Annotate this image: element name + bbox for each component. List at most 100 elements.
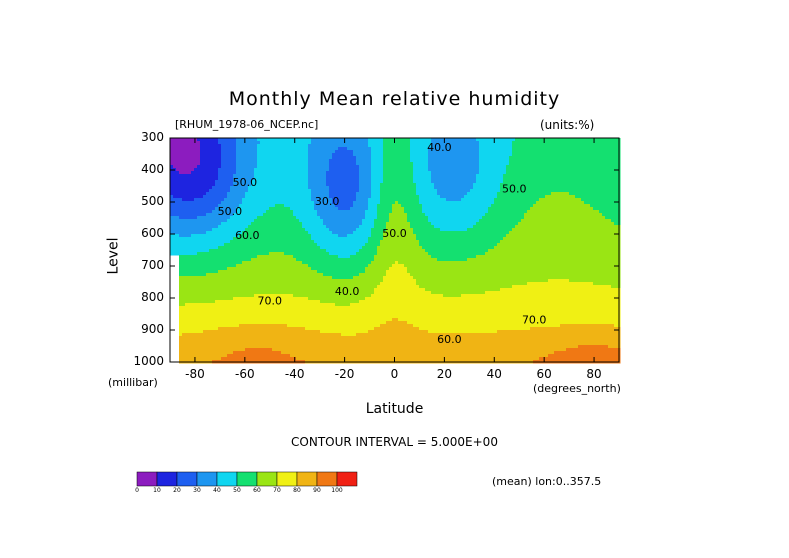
field-cell xyxy=(248,279,252,283)
field-cell xyxy=(347,348,351,352)
field-cell xyxy=(275,177,279,181)
field-cell xyxy=(248,159,252,163)
field-cell xyxy=(263,333,267,337)
field-cell xyxy=(263,318,267,322)
field-cell xyxy=(197,147,201,151)
field-cell xyxy=(281,357,285,361)
field-cell xyxy=(221,192,225,196)
field-cell xyxy=(368,237,372,241)
field-cell xyxy=(269,228,273,232)
field-cell xyxy=(323,255,327,259)
field-cell xyxy=(341,174,345,178)
field-cell xyxy=(224,294,228,298)
field-cell xyxy=(233,306,237,310)
field-cell xyxy=(359,276,363,280)
field-cell xyxy=(260,234,264,238)
field-cell xyxy=(233,177,237,181)
field-cell xyxy=(236,285,240,289)
field-cell xyxy=(206,153,210,157)
field-cell xyxy=(209,327,213,331)
field-cell xyxy=(233,222,237,226)
field-cell xyxy=(224,297,228,301)
field-cell xyxy=(314,351,318,355)
field-cell xyxy=(275,258,279,262)
field-cell xyxy=(194,258,198,262)
field-cell xyxy=(233,138,237,142)
field-cell xyxy=(272,255,276,259)
field-cell xyxy=(338,156,342,160)
field-cell xyxy=(362,282,366,286)
field-cell xyxy=(224,177,228,181)
field-cell xyxy=(263,270,267,274)
field-cell xyxy=(224,357,228,361)
field-cell xyxy=(197,228,201,232)
field-cell xyxy=(206,174,210,178)
field-cell xyxy=(284,318,288,322)
field-cell xyxy=(251,312,255,316)
field-cell xyxy=(212,144,216,148)
field-cell xyxy=(269,276,273,280)
field-cell xyxy=(191,330,195,334)
field-cell xyxy=(332,162,336,166)
field-cell xyxy=(350,348,354,352)
field-cell xyxy=(329,336,333,340)
field-cell xyxy=(221,264,225,268)
field-cell xyxy=(308,222,312,226)
field-cell xyxy=(242,165,246,169)
field-cell xyxy=(278,249,282,253)
field-cell xyxy=(302,297,306,301)
field-cell xyxy=(290,246,294,250)
field-cell xyxy=(182,345,186,349)
field-cell xyxy=(182,282,186,286)
field-cell xyxy=(209,294,213,298)
field-cell xyxy=(203,351,207,355)
field-cell xyxy=(365,138,369,142)
field-cell xyxy=(257,258,261,262)
field-cell xyxy=(314,282,318,286)
field-cell xyxy=(221,249,225,253)
field-cell xyxy=(314,234,318,238)
field-cell xyxy=(371,291,375,295)
field-cell xyxy=(242,282,246,286)
field-cell xyxy=(212,234,216,238)
field-cell xyxy=(371,141,375,145)
field-cell xyxy=(182,252,186,256)
field-cell xyxy=(335,222,339,226)
field-cell xyxy=(215,348,219,352)
field-cell xyxy=(302,216,306,220)
field-cell xyxy=(200,324,204,328)
field-cell xyxy=(332,300,336,304)
field-cell xyxy=(179,201,183,205)
field-cell xyxy=(254,177,258,181)
field-cell xyxy=(209,336,213,340)
field-cell xyxy=(248,258,252,262)
field-cell xyxy=(344,342,348,346)
field-cell xyxy=(320,339,324,343)
field-cell xyxy=(335,336,339,340)
field-cell xyxy=(299,339,303,343)
field-cell xyxy=(350,303,354,307)
field-cell xyxy=(224,174,228,178)
field-cell xyxy=(227,312,231,316)
field-cell xyxy=(260,177,264,181)
field-cell xyxy=(293,252,297,256)
field-cell xyxy=(260,183,264,187)
field-cell xyxy=(344,273,348,277)
field-cell xyxy=(296,321,300,325)
field-cell xyxy=(200,312,204,316)
field-cell xyxy=(233,219,237,223)
field-cell xyxy=(254,264,258,268)
field-cell xyxy=(353,138,357,142)
field-cell xyxy=(317,318,321,322)
field-cell xyxy=(191,153,195,157)
field-cell xyxy=(185,288,189,292)
field-cell xyxy=(230,264,234,268)
field-cell xyxy=(305,294,309,298)
field-cell xyxy=(251,294,255,298)
field-cell xyxy=(269,330,273,334)
field-cell xyxy=(182,141,186,145)
field-cell xyxy=(287,204,291,208)
field-cell xyxy=(362,231,366,235)
field-cell xyxy=(245,255,249,259)
field-cell xyxy=(224,162,228,166)
